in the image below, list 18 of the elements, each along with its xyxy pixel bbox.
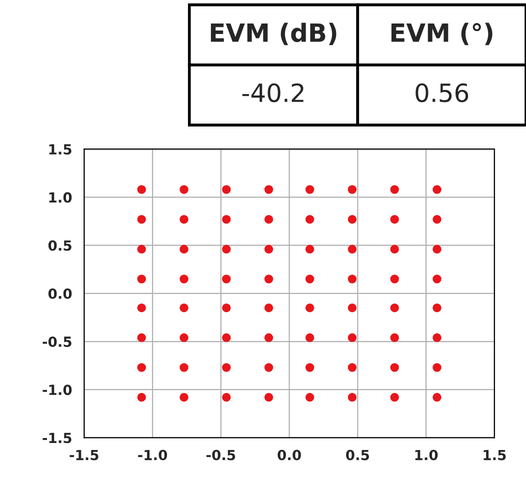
y-tick-label: 0.0 <box>48 288 72 299</box>
y-tick-label: -1.0 <box>42 384 72 396</box>
x-tick-label: -1.0 <box>138 450 168 460</box>
x-tick-label: -1.5 <box>70 450 98 460</box>
text: EVM (dB) <box>210 22 336 46</box>
text: 0.56 <box>416 83 468 102</box>
text: -40.2 <box>242 83 304 102</box>
y-tick-label: -0.5 <box>42 336 72 347</box>
x-tick-label: -0.5 <box>206 450 236 460</box>
y-tick-label: 0.5 <box>48 240 72 251</box>
y-tick-label: 1.0 <box>49 192 72 203</box>
x-tick-label: 1.0 <box>415 450 438 460</box>
y-tick-label: -1.5 <box>42 432 72 444</box>
text: EVM (°) <box>391 22 492 46</box>
y-tick-label: 1.5 <box>49 144 72 155</box>
x-tick-label: 0.5 <box>346 450 370 460</box>
x-tick-label: 1.5 <box>484 450 506 460</box>
x-tick-label: 0.0 <box>278 450 301 460</box>
